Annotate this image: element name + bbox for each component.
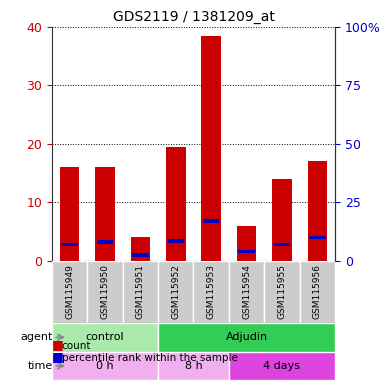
Bar (95, 167, 115, 261)
Bar (264, 261, 300, 323)
Bar (201, 36, 221, 261)
Bar (52, 352, 158, 380)
Bar (60, 167, 79, 261)
Text: Adjudin: Adjudin (226, 332, 268, 342)
Text: GSM115952: GSM115952 (171, 265, 180, 319)
Text: time: time (27, 361, 53, 371)
Bar (229, 352, 335, 380)
Text: ■: ■ (52, 338, 64, 351)
Text: 0 h: 0 h (96, 361, 114, 371)
Bar (52, 323, 158, 352)
Bar (237, 226, 256, 261)
Bar (132, 253, 149, 257)
Text: ■: ■ (52, 350, 64, 363)
Bar (300, 261, 335, 323)
Text: GSM115954: GSM115954 (242, 265, 251, 319)
Bar (166, 147, 186, 261)
Bar (167, 239, 184, 243)
Text: GSM115951: GSM115951 (136, 264, 145, 319)
Text: 8 h: 8 h (184, 361, 203, 371)
Text: GSM115955: GSM115955 (277, 264, 286, 319)
Bar (238, 250, 255, 253)
Bar (229, 261, 264, 323)
Text: GSM115956: GSM115956 (313, 264, 322, 319)
Bar (272, 179, 291, 261)
Bar (131, 237, 150, 261)
Text: GSM115950: GSM115950 (100, 264, 110, 319)
Bar (274, 243, 290, 246)
Text: GSM115949: GSM115949 (65, 265, 74, 319)
Bar (158, 323, 335, 352)
Text: agent: agent (20, 332, 53, 342)
Text: 4 days: 4 days (263, 361, 300, 371)
Text: percentile rank within the sample: percentile rank within the sample (62, 353, 238, 363)
Bar (193, 261, 229, 323)
Title: GDS2119 / 1381209_at: GDS2119 / 1381209_at (112, 10, 275, 25)
Bar (52, 261, 87, 323)
Bar (158, 261, 193, 323)
Bar (158, 352, 229, 380)
Bar (123, 261, 158, 323)
Bar (309, 235, 326, 239)
Text: GSM115953: GSM115953 (207, 264, 216, 319)
Bar (61, 243, 78, 246)
Bar (97, 240, 113, 244)
Text: count: count (62, 341, 91, 351)
Text: control: control (86, 332, 124, 342)
Bar (308, 161, 327, 261)
Bar (203, 219, 219, 223)
Bar (87, 261, 123, 323)
